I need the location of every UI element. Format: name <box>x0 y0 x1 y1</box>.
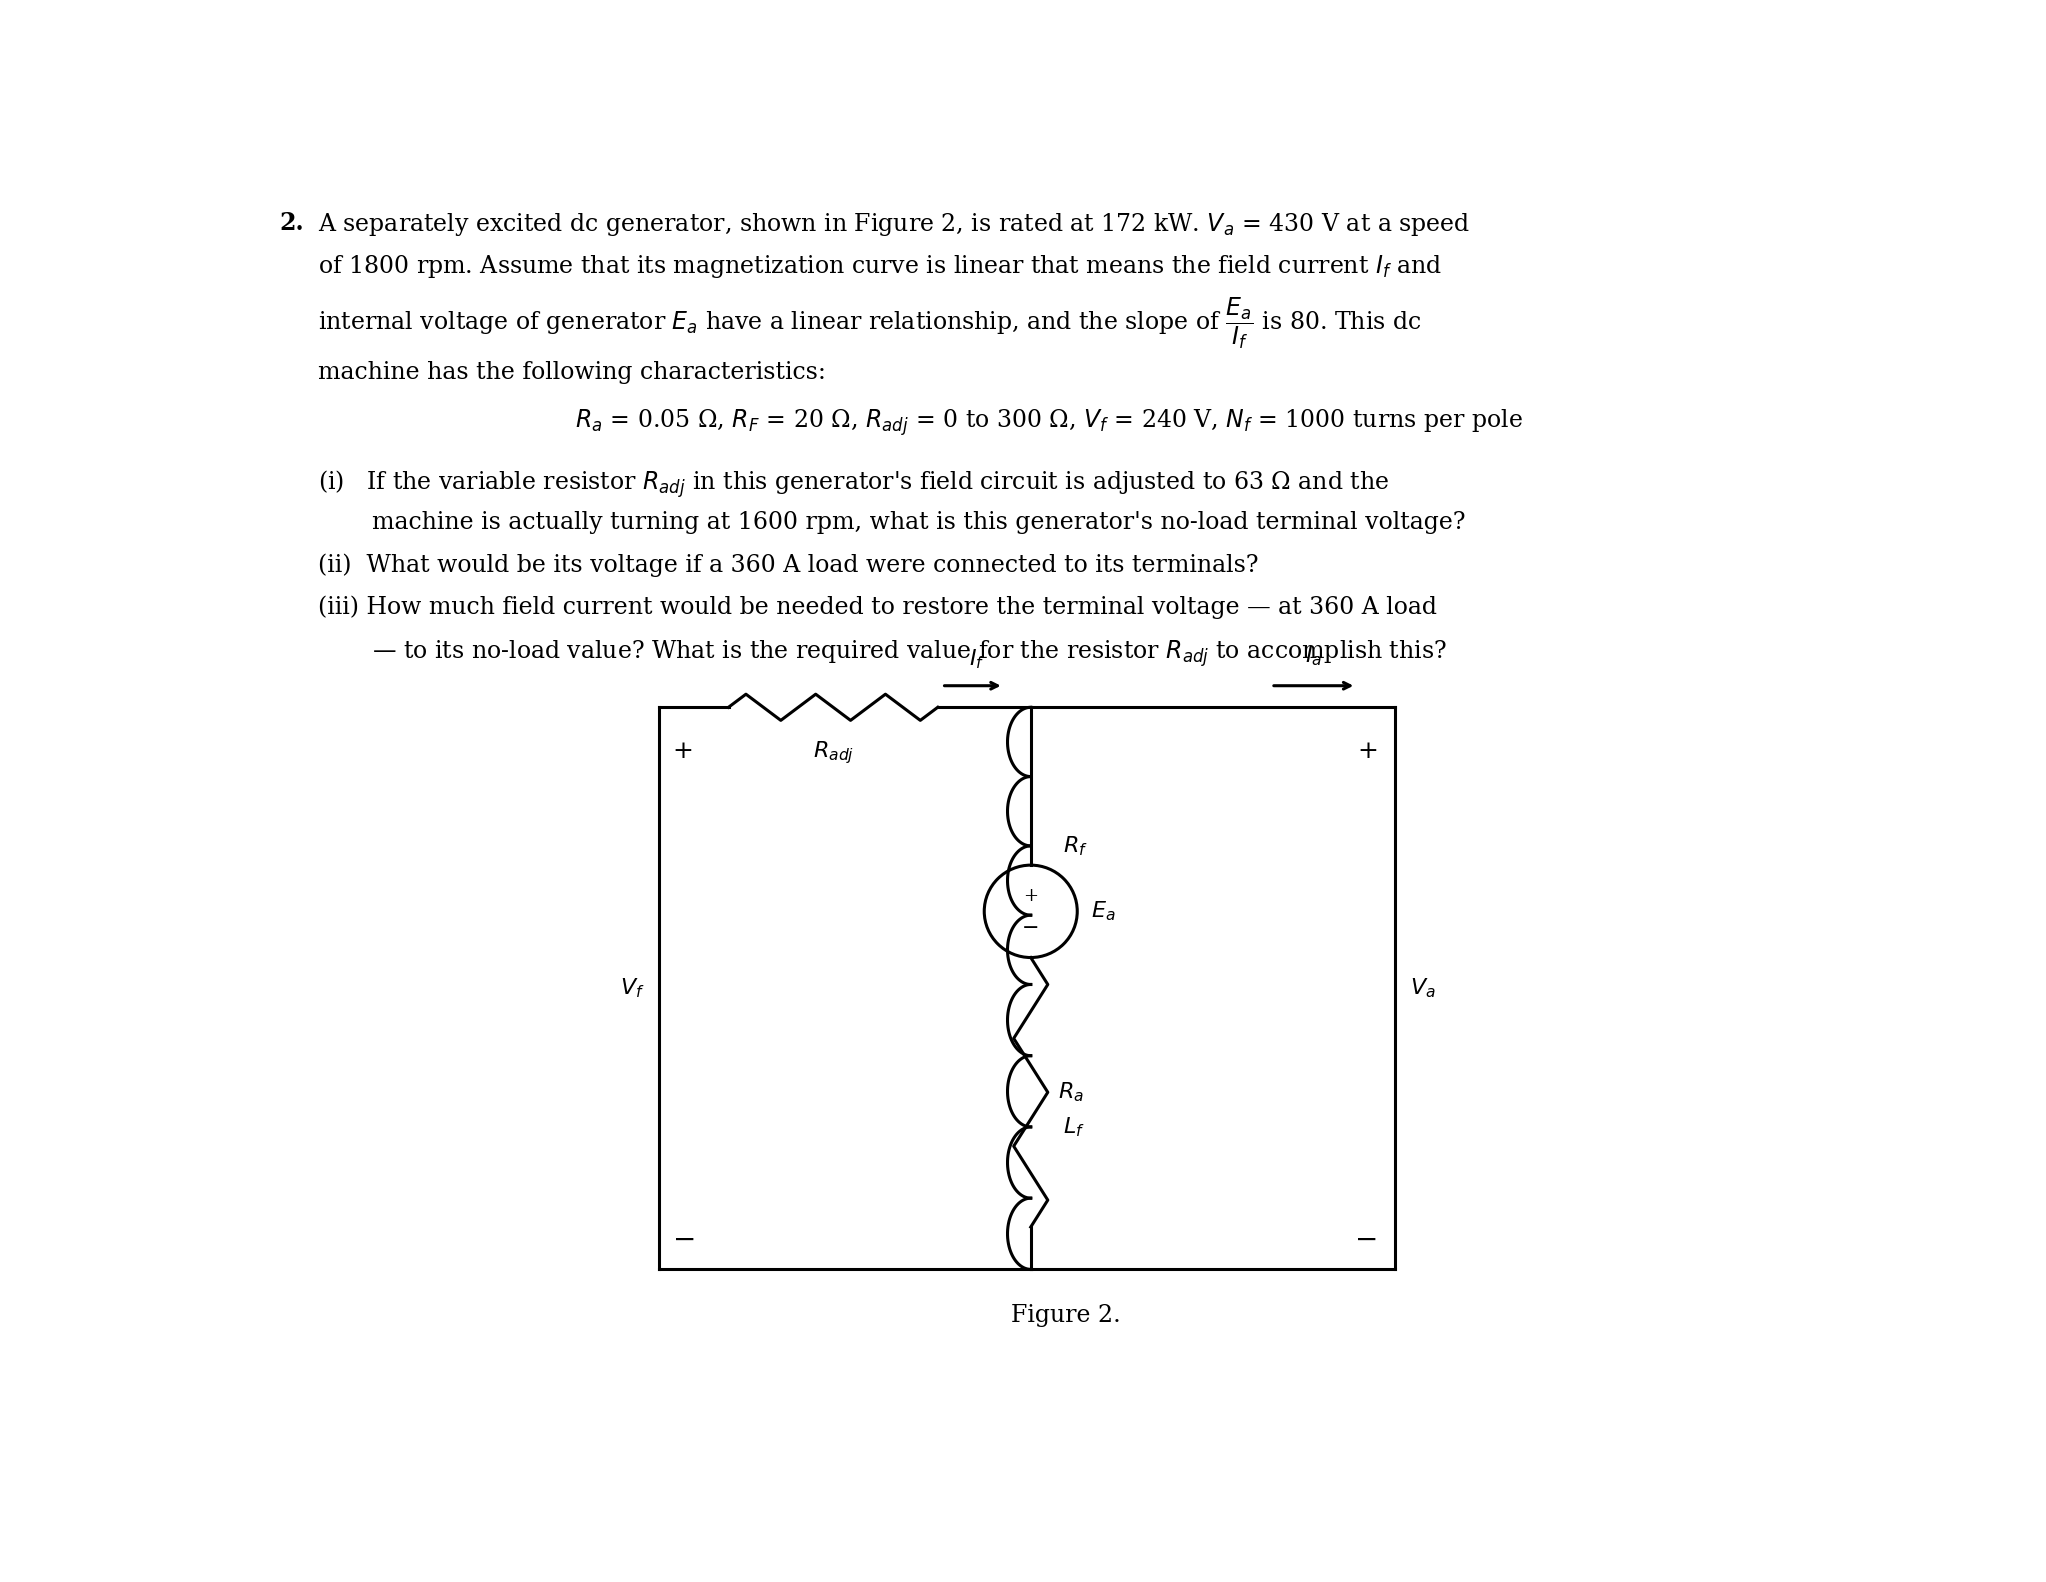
Text: $E_a$: $E_a$ <box>1091 900 1115 924</box>
Text: $R_a$: $R_a$ <box>1058 1081 1084 1104</box>
Text: $V_f$: $V_f$ <box>620 976 644 1000</box>
Text: $V_a$: $V_a$ <box>1410 976 1436 1000</box>
Text: −: − <box>1354 1226 1377 1253</box>
Text: A separately excited dc generator, shown in Figure 2, is rated at 172 kW. $V_a$ : A separately excited dc generator, shown… <box>317 210 1469 237</box>
Text: +: + <box>1356 740 1377 763</box>
Text: internal voltage of generator $E_a$ have a linear relationship, and the slope of: internal voltage of generator $E_a$ have… <box>317 296 1422 351</box>
Text: (ii)  What would be its voltage if a 360 A load were connected to its terminals?: (ii) What would be its voltage if a 360 … <box>317 554 1258 577</box>
Text: $I_a$: $I_a$ <box>1305 644 1322 668</box>
Text: — to its no-load value? What is the required value for the resistor $R_{adj}$ to: — to its no-load value? What is the requ… <box>372 638 1447 669</box>
Text: $R_{adj}$: $R_{adj}$ <box>812 740 853 766</box>
Text: $R_a$ = 0.05 Ω, $R_F$ = 20 Ω, $R_{adj}$ = 0 to 300 Ω, $V_f$ = 240 V, $N_f$ = 100: $R_a$ = 0.05 Ω, $R_F$ = 20 Ω, $R_{adj}$ … <box>575 407 1522 438</box>
Text: $I_f$: $I_f$ <box>968 647 984 671</box>
Text: machine is actually turning at 1600 rpm, what is this generator's no-load termin: machine is actually turning at 1600 rpm,… <box>372 511 1465 535</box>
Text: −: − <box>1023 919 1039 938</box>
Text: (i)   If the variable resistor $R_{adj}$ in this generator's field circuit is ad: (i) If the variable resistor $R_{adj}$ i… <box>317 468 1389 500</box>
Text: Figure 2.: Figure 2. <box>1011 1304 1121 1327</box>
Text: −: − <box>673 1226 696 1253</box>
Text: $R_f$: $R_f$ <box>1064 834 1088 857</box>
Text: of 1800 rpm. Assume that its magnetization curve is linear that means the field : of 1800 rpm. Assume that its magnetizati… <box>317 253 1442 280</box>
Text: 2.: 2. <box>278 210 303 234</box>
Text: +: + <box>1023 888 1037 905</box>
Text: $L_f$: $L_f$ <box>1064 1115 1084 1139</box>
Text: +: + <box>673 740 694 763</box>
Text: machine has the following characteristics:: machine has the following characteristic… <box>317 361 827 384</box>
Text: (iii) How much field current would be needed to restore the terminal voltage — a: (iii) How much field current would be ne… <box>317 596 1436 619</box>
